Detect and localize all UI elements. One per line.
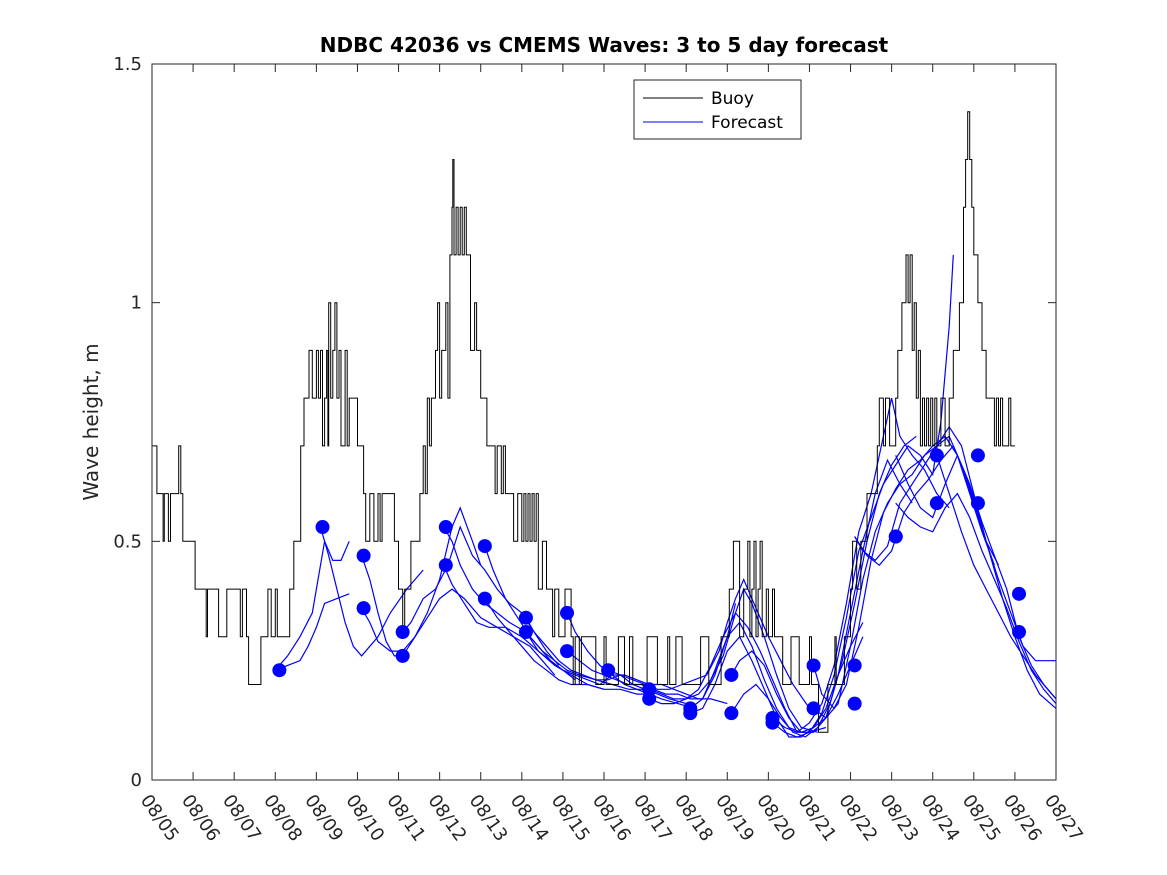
- forecast-line: [730, 458, 913, 733]
- forecast-line: [319, 526, 424, 657]
- forecast-line: [648, 611, 827, 733]
- forecast-marker: [560, 644, 575, 659]
- forecast-marker: [683, 706, 698, 721]
- forecast-marker: [477, 539, 492, 554]
- legend-forecast-label: Forecast: [711, 113, 783, 133]
- forecast-marker: [888, 529, 903, 544]
- forecast-line: [936, 455, 1057, 700]
- forecast-marker: [356, 601, 371, 616]
- forecast-marker: [518, 610, 533, 625]
- y-tick-label: 0.5: [113, 531, 142, 552]
- forecast-marker: [806, 701, 821, 716]
- forecast-marker: [765, 715, 780, 730]
- forecast-line: [484, 598, 654, 695]
- forecast-marker: [642, 691, 657, 706]
- forecast-markers: [272, 448, 1027, 730]
- forecast-marker: [1012, 625, 1027, 640]
- forecast-marker: [272, 663, 287, 678]
- forecast-marker: [356, 548, 371, 563]
- forecast-marker: [438, 558, 453, 573]
- forecast-marker: [601, 663, 616, 678]
- y-tick-label: 0: [131, 770, 142, 791]
- y-axis: 0 0.5 1 1.5: [113, 54, 1056, 791]
- forecast-line: [772, 397, 950, 733]
- forecast-marker: [477, 591, 492, 606]
- forecast-line: [361, 588, 556, 676]
- chart-title: NDBC 42036 vs CMEMS Waves: 3 to 5 day fo…: [320, 33, 889, 57]
- forecast-line: [689, 621, 864, 733]
- buoy-line: [152, 111, 1015, 733]
- forecast-line: [730, 435, 917, 738]
- legend-box: [633, 79, 802, 140]
- forecast-marker: [929, 448, 944, 463]
- forecast-marker: [929, 496, 944, 511]
- forecast-marker: [395, 625, 410, 640]
- forecast-marker: [438, 520, 453, 535]
- forecast-line: [274, 539, 350, 671]
- forecast-marker: [395, 648, 410, 663]
- forecast-marker: [970, 496, 985, 511]
- forecast-marker: [315, 520, 330, 535]
- forecast-line: [566, 612, 728, 705]
- forecast-marker: [806, 658, 821, 673]
- forecast-marker: [724, 667, 739, 682]
- y-axis-label: Wave height, m: [79, 343, 103, 500]
- forecast-line: [607, 577, 810, 709]
- forecast-line: [443, 564, 605, 690]
- forecast-marker: [847, 658, 862, 673]
- forecast-line: [525, 617, 687, 705]
- y-tick-label: 1: [131, 293, 142, 314]
- forecast-marker: [970, 448, 985, 463]
- forecast-line: [275, 593, 350, 671]
- forecast-marker: [847, 696, 862, 711]
- legend-buoy-label: Buoy: [711, 89, 754, 109]
- forecast-marker: [1012, 586, 1027, 601]
- buoy-series: [152, 111, 1015, 733]
- forecast-marker: [560, 605, 575, 620]
- forecast-marker: [518, 625, 533, 640]
- forecast-line: [854, 444, 1057, 709]
- y-tick-label: 1.5: [113, 54, 142, 75]
- legend: Buoy Forecast: [633, 79, 802, 140]
- forecast-marker: [724, 706, 739, 721]
